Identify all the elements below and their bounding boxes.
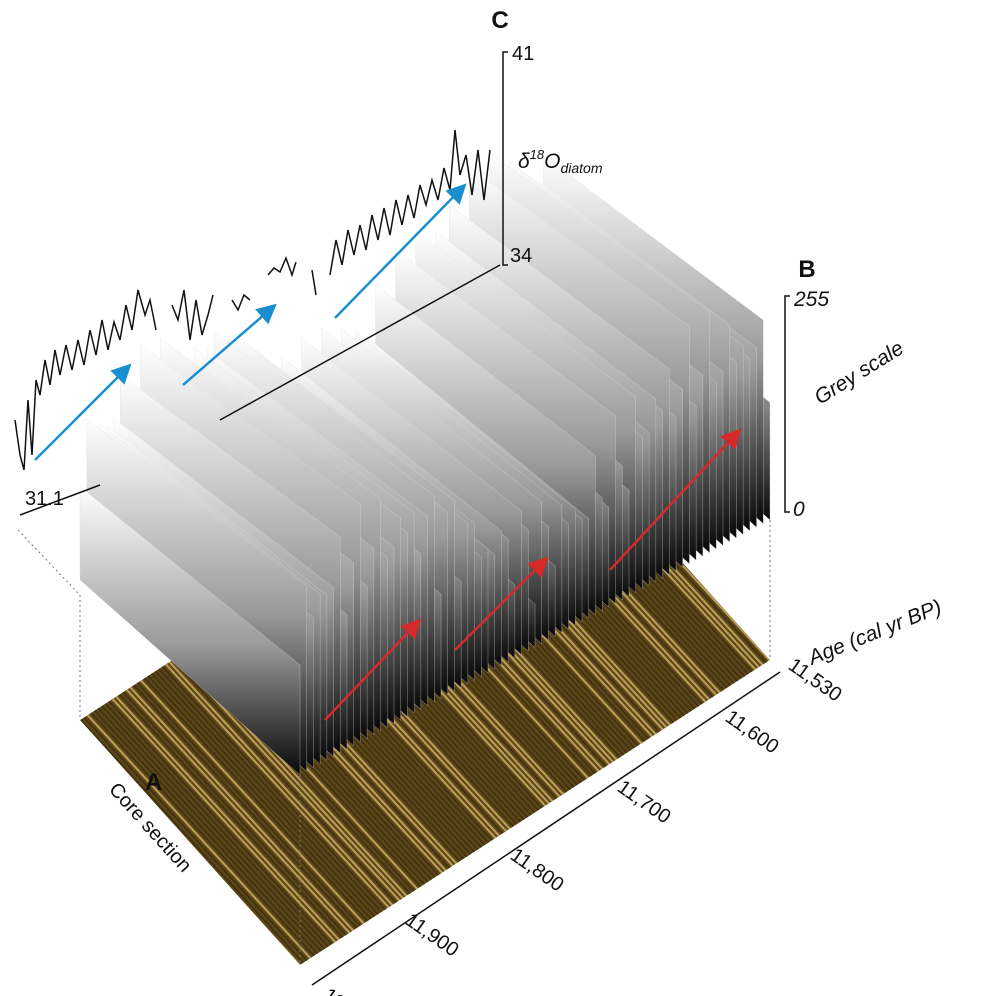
tick-label: 34: [510, 245, 532, 267]
label-part: 18: [530, 147, 545, 162]
axis-label: Grey scale: [810, 337, 907, 410]
label-part: diatom: [560, 160, 602, 176]
tick-label: 11,700: [613, 776, 675, 828]
panel-letter: C: [491, 7, 508, 34]
label-part: O: [544, 150, 560, 173]
tick-label: 11,600: [721, 706, 783, 758]
grey-axis: [785, 296, 790, 512]
tick-label: 0: [793, 498, 805, 521]
tick-label: 11,900: [401, 909, 463, 961]
tick-label: 255: [793, 288, 829, 311]
tick-label: 41: [512, 43, 534, 65]
figure: C 41 34 31.1 δ18Odiatom B 255 0 Grey sca…: [0, 0, 989, 996]
axis-label: δ18Odiatom: [518, 147, 603, 176]
tick-label: 11,990: [319, 984, 381, 996]
tick-label: 11,800: [506, 844, 568, 896]
panel-letter: A: [145, 769, 162, 796]
label-part: δ: [518, 150, 530, 173]
axis-label: Age (cal yr BP): [803, 595, 944, 670]
tick-label: 31.1: [25, 488, 64, 510]
panel-letter: B: [798, 256, 815, 283]
